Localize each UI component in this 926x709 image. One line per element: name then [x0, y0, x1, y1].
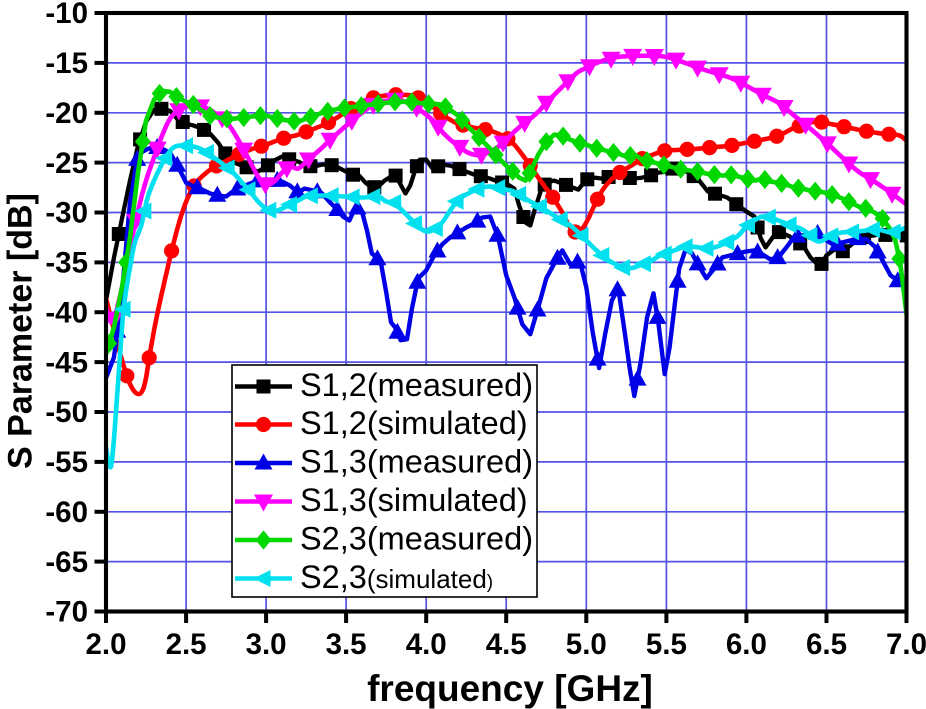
svg-text:S2,3(measured): S2,3(measured): [300, 521, 533, 557]
svg-text:7.0: 7.0: [886, 628, 926, 661]
svg-text:S2,3(simulated): S2,3(simulated): [300, 559, 493, 595]
svg-text:frequency [GHz]: frequency [GHz]: [367, 668, 653, 709]
svg-text:4.0: 4.0: [406, 628, 447, 661]
svg-text:S1,2(simulated): S1,2(simulated): [300, 405, 528, 441]
svg-text:3.5: 3.5: [326, 628, 367, 661]
svg-text:-10: -10: [45, 0, 88, 30]
svg-text:S Parameter [dB]: S Parameter [dB]: [2, 193, 40, 469]
svg-text:6.0: 6.0: [726, 628, 767, 661]
svg-text:-55: -55: [45, 446, 88, 479]
svg-text:-30: -30: [45, 197, 88, 230]
svg-text:-70: -70: [45, 596, 88, 629]
svg-text:S1,3(simulated): S1,3(simulated): [300, 482, 528, 518]
svg-text:-45: -45: [45, 346, 88, 379]
svg-text:5.0: 5.0: [566, 628, 607, 661]
svg-text:5.5: 5.5: [646, 628, 687, 661]
svg-text:2.0: 2.0: [85, 628, 126, 661]
svg-text:-25: -25: [45, 147, 88, 180]
svg-text:-35: -35: [45, 247, 88, 280]
svg-text:-65: -65: [45, 546, 88, 579]
svg-text:3.0: 3.0: [246, 628, 287, 661]
svg-text:-50: -50: [45, 396, 88, 429]
svg-text:-40: -40: [45, 296, 88, 329]
svg-text:S1,3(measured): S1,3(measured): [300, 444, 533, 480]
svg-text:-20: -20: [45, 97, 88, 130]
svg-text:S1,2(measured): S1,2(measured): [300, 367, 533, 403]
svg-text:2.5: 2.5: [166, 628, 207, 661]
svg-text:-60: -60: [45, 496, 88, 529]
svg-text:4.5: 4.5: [486, 628, 527, 661]
svg-text:-15: -15: [45, 47, 88, 80]
svg-text:6.5: 6.5: [806, 628, 847, 661]
